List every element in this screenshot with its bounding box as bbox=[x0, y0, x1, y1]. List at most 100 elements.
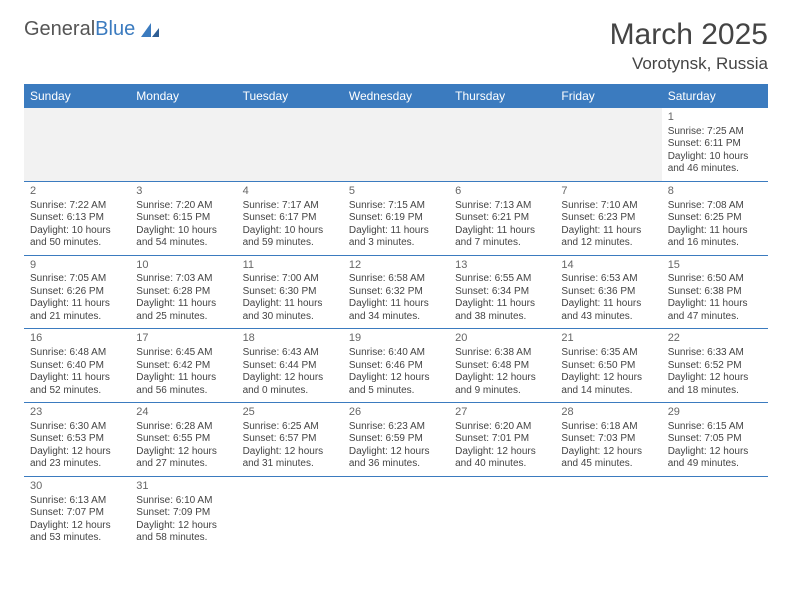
weekday-header: Saturday bbox=[662, 84, 768, 108]
sunset-line: Sunset: 7:01 PM bbox=[455, 433, 549, 446]
sunrise-line: Sunrise: 6:55 AM bbox=[455, 273, 549, 286]
weekday-header: Thursday bbox=[449, 84, 555, 108]
daylight-line: Daylight: 10 hours and 54 minutes. bbox=[136, 225, 230, 250]
calendar-row: 23Sunrise: 6:30 AMSunset: 6:53 PMDayligh… bbox=[24, 403, 768, 477]
calendar-cell bbox=[237, 476, 343, 549]
sunset-line: Sunset: 6:48 PM bbox=[455, 360, 549, 373]
sunrise-line: Sunrise: 6:28 AM bbox=[136, 421, 230, 434]
sunset-line: Sunset: 6:53 PM bbox=[30, 433, 124, 446]
weekday-header-row: SundayMondayTuesdayWednesdayThursdayFrid… bbox=[24, 84, 768, 108]
day-number: 22 bbox=[668, 332, 762, 346]
sunrise-line: Sunrise: 6:18 AM bbox=[561, 421, 655, 434]
sunset-line: Sunset: 6:23 PM bbox=[561, 212, 655, 225]
calendar-cell: 12Sunrise: 6:58 AMSunset: 6:32 PMDayligh… bbox=[343, 255, 449, 329]
daylight-line: Daylight: 12 hours and 45 minutes. bbox=[561, 446, 655, 471]
calendar-cell bbox=[343, 108, 449, 181]
calendar-cell: 19Sunrise: 6:40 AMSunset: 6:46 PMDayligh… bbox=[343, 329, 449, 403]
calendar-cell: 22Sunrise: 6:33 AMSunset: 6:52 PMDayligh… bbox=[662, 329, 768, 403]
sunrise-line: Sunrise: 6:13 AM bbox=[30, 495, 124, 508]
logo-sail-icon bbox=[139, 21, 161, 39]
sunrise-line: Sunrise: 7:03 AM bbox=[136, 273, 230, 286]
day-number: 6 bbox=[455, 185, 549, 199]
daylight-line: Daylight: 11 hours and 25 minutes. bbox=[136, 298, 230, 323]
day-number: 27 bbox=[455, 406, 549, 420]
sunset-line: Sunset: 6:52 PM bbox=[668, 360, 762, 373]
title-block: March 2025 Vorotynsk, Russia bbox=[610, 18, 768, 74]
sunrise-line: Sunrise: 6:10 AM bbox=[136, 495, 230, 508]
daylight-line: Daylight: 11 hours and 43 minutes. bbox=[561, 298, 655, 323]
day-number: 3 bbox=[136, 185, 230, 199]
calendar-cell bbox=[555, 108, 661, 181]
day-number: 12 bbox=[349, 259, 443, 273]
day-number: 20 bbox=[455, 332, 549, 346]
daylight-line: Daylight: 12 hours and 0 minutes. bbox=[243, 372, 337, 397]
calendar-cell: 5Sunrise: 7:15 AMSunset: 6:19 PMDaylight… bbox=[343, 181, 449, 255]
sunset-line: Sunset: 6:11 PM bbox=[668, 138, 762, 151]
sunset-line: Sunset: 6:25 PM bbox=[668, 212, 762, 225]
calendar-cell bbox=[449, 108, 555, 181]
sunrise-line: Sunrise: 7:15 AM bbox=[349, 200, 443, 213]
calendar-cell: 10Sunrise: 7:03 AMSunset: 6:28 PMDayligh… bbox=[130, 255, 236, 329]
calendar-row: 16Sunrise: 6:48 AMSunset: 6:40 PMDayligh… bbox=[24, 329, 768, 403]
calendar-row: 1Sunrise: 7:25 AMSunset: 6:11 PMDaylight… bbox=[24, 108, 768, 181]
sunset-line: Sunset: 6:36 PM bbox=[561, 286, 655, 299]
daylight-line: Daylight: 10 hours and 50 minutes. bbox=[30, 225, 124, 250]
daylight-line: Daylight: 11 hours and 34 minutes. bbox=[349, 298, 443, 323]
sunset-line: Sunset: 6:38 PM bbox=[668, 286, 762, 299]
calendar-cell: 6Sunrise: 7:13 AMSunset: 6:21 PMDaylight… bbox=[449, 181, 555, 255]
day-number: 17 bbox=[136, 332, 230, 346]
calendar-cell: 24Sunrise: 6:28 AMSunset: 6:55 PMDayligh… bbox=[130, 403, 236, 477]
calendar-row: 9Sunrise: 7:05 AMSunset: 6:26 PMDaylight… bbox=[24, 255, 768, 329]
sunrise-line: Sunrise: 6:40 AM bbox=[349, 347, 443, 360]
calendar-cell: 14Sunrise: 6:53 AMSunset: 6:36 PMDayligh… bbox=[555, 255, 661, 329]
day-number: 28 bbox=[561, 406, 655, 420]
sunset-line: Sunset: 6:40 PM bbox=[30, 360, 124, 373]
day-number: 25 bbox=[243, 406, 337, 420]
day-number: 2 bbox=[30, 185, 124, 199]
sunrise-line: Sunrise: 6:25 AM bbox=[243, 421, 337, 434]
sunrise-line: Sunrise: 7:05 AM bbox=[30, 273, 124, 286]
day-number: 30 bbox=[30, 480, 124, 494]
daylight-line: Daylight: 11 hours and 21 minutes. bbox=[30, 298, 124, 323]
daylight-line: Daylight: 12 hours and 31 minutes. bbox=[243, 446, 337, 471]
sunrise-line: Sunrise: 7:25 AM bbox=[668, 126, 762, 139]
calendar-cell: 8Sunrise: 7:08 AMSunset: 6:25 PMDaylight… bbox=[662, 181, 768, 255]
day-number: 11 bbox=[243, 259, 337, 273]
location: Vorotynsk, Russia bbox=[610, 54, 768, 74]
daylight-line: Daylight: 11 hours and 38 minutes. bbox=[455, 298, 549, 323]
daylight-line: Daylight: 11 hours and 7 minutes. bbox=[455, 225, 549, 250]
daylight-line: Daylight: 11 hours and 47 minutes. bbox=[668, 298, 762, 323]
day-number: 16 bbox=[30, 332, 124, 346]
day-number: 5 bbox=[349, 185, 443, 199]
calendar-cell: 20Sunrise: 6:38 AMSunset: 6:48 PMDayligh… bbox=[449, 329, 555, 403]
sunset-line: Sunset: 7:07 PM bbox=[30, 507, 124, 520]
day-number: 21 bbox=[561, 332, 655, 346]
calendar-cell: 18Sunrise: 6:43 AMSunset: 6:44 PMDayligh… bbox=[237, 329, 343, 403]
sunrise-line: Sunrise: 6:50 AM bbox=[668, 273, 762, 286]
sunrise-line: Sunrise: 6:20 AM bbox=[455, 421, 549, 434]
daylight-line: Daylight: 12 hours and 9 minutes. bbox=[455, 372, 549, 397]
sunset-line: Sunset: 6:46 PM bbox=[349, 360, 443, 373]
calendar-cell: 1Sunrise: 7:25 AMSunset: 6:11 PMDaylight… bbox=[662, 108, 768, 181]
day-number: 15 bbox=[668, 259, 762, 273]
header: GeneralBlue March 2025 Vorotynsk, Russia bbox=[24, 18, 768, 74]
daylight-line: Daylight: 12 hours and 53 minutes. bbox=[30, 520, 124, 545]
daylight-line: Daylight: 12 hours and 36 minutes. bbox=[349, 446, 443, 471]
day-number: 18 bbox=[243, 332, 337, 346]
sunset-line: Sunset: 6:59 PM bbox=[349, 433, 443, 446]
day-number: 24 bbox=[136, 406, 230, 420]
sunset-line: Sunset: 6:17 PM bbox=[243, 212, 337, 225]
sunrise-line: Sunrise: 7:17 AM bbox=[243, 200, 337, 213]
sunset-line: Sunset: 6:30 PM bbox=[243, 286, 337, 299]
sunset-line: Sunset: 6:13 PM bbox=[30, 212, 124, 225]
sunset-line: Sunset: 6:57 PM bbox=[243, 433, 337, 446]
sunset-line: Sunset: 7:05 PM bbox=[668, 433, 762, 446]
weekday-header: Sunday bbox=[24, 84, 130, 108]
sunset-line: Sunset: 7:09 PM bbox=[136, 507, 230, 520]
sunset-line: Sunset: 6:42 PM bbox=[136, 360, 230, 373]
calendar-cell bbox=[24, 108, 130, 181]
calendar-cell: 28Sunrise: 6:18 AMSunset: 7:03 PMDayligh… bbox=[555, 403, 661, 477]
calendar-cell: 16Sunrise: 6:48 AMSunset: 6:40 PMDayligh… bbox=[24, 329, 130, 403]
calendar-cell: 25Sunrise: 6:25 AMSunset: 6:57 PMDayligh… bbox=[237, 403, 343, 477]
calendar-cell: 29Sunrise: 6:15 AMSunset: 7:05 PMDayligh… bbox=[662, 403, 768, 477]
